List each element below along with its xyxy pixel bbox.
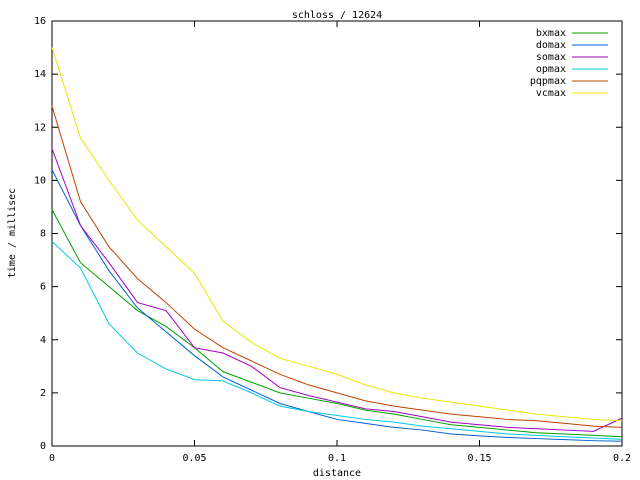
legend-label: vcmax [536, 88, 566, 99]
y-tick-label: 4 [40, 335, 46, 346]
y-axis-label: time / millisec [7, 188, 18, 278]
legend-label: domax [536, 40, 566, 51]
legend-label: pqpmax [530, 76, 566, 87]
x-tick-label: 0.2 [613, 453, 631, 464]
y-tick-label: 16 [34, 16, 46, 27]
y-tick-label: 2 [40, 388, 46, 399]
series-line [51, 148, 623, 432]
series-line [51, 47, 623, 422]
y-tick-label: 8 [40, 229, 46, 240]
x-tick-label: 0.05 [182, 453, 206, 464]
legend-label: bxmax [536, 28, 566, 39]
legend-label: somax [536, 52, 566, 63]
chart-title: schloss / 12624 [292, 10, 382, 21]
y-tick-label: 6 [40, 282, 46, 293]
y-tick-label: 0 [40, 441, 46, 452]
x-tick-label: 0.15 [467, 453, 491, 464]
x-tick-label: 0.1 [328, 453, 346, 464]
series-line [51, 169, 623, 442]
y-tick-label: 10 [34, 175, 46, 186]
x-axis-label: distance [313, 468, 361, 479]
legend-label: opmax [536, 64, 566, 75]
y-tick-label: 14 [34, 69, 46, 80]
x-tick-label: 0 [49, 453, 55, 464]
series-line [51, 241, 623, 440]
series-line [51, 105, 623, 428]
y-tick-label: 12 [34, 122, 46, 133]
